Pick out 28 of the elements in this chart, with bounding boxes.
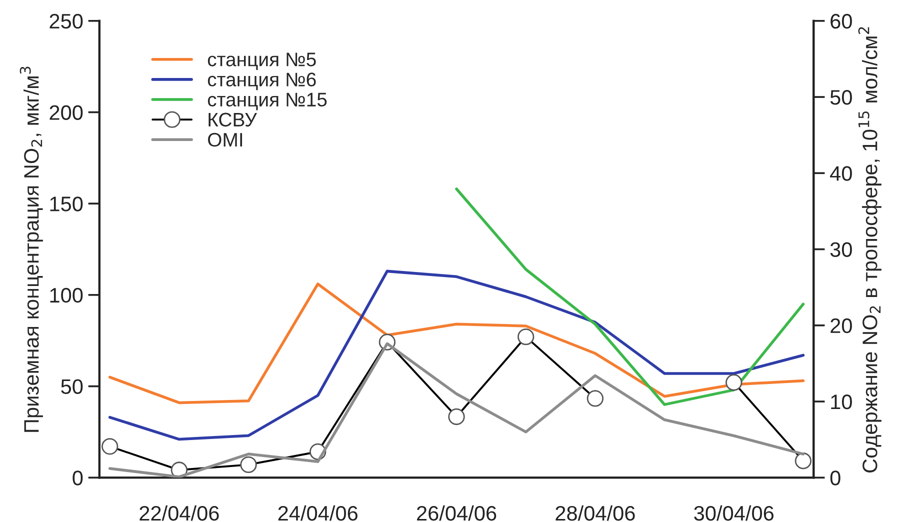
y2-tick-label: 40 <box>830 166 852 181</box>
y2-tick-label: 20 <box>830 318 852 334</box>
y-tick-label: 250 <box>50 14 83 29</box>
legend-label: станция №15 <box>208 92 327 110</box>
x-tick-label: 26/04/06 <box>417 505 496 521</box>
y2-axis-title: Содержание NO$_{2}$ в тропосфере, 10$^{15}$ мол/см$^{2}$ <box>858 27 882 472</box>
legend-label: станция №6 <box>208 72 316 90</box>
y-axis-title: Приземная концентрация NO$_{2}$, мкг/м$^{3}$ <box>20 66 43 432</box>
x-tick-label: 22/04/06 <box>140 505 219 521</box>
y-tick-label: 0 <box>72 470 83 486</box>
legend-label: КСВУ <box>208 112 258 127</box>
line-series <box>108 282 805 404</box>
y2-tick-label: 60 <box>830 14 852 29</box>
x-tick-label: 28/04/06 <box>556 505 635 521</box>
y-tick-label: 200 <box>50 105 83 120</box>
y2-tick-label: 30 <box>830 242 852 258</box>
y-tick-label: 150 <box>50 196 83 212</box>
legend-label: станция №5 <box>208 52 316 70</box>
legend-label: OMI <box>208 132 242 147</box>
x-tick-label: 30/04/06 <box>694 505 774 521</box>
y-tick-label: 50 <box>61 379 83 394</box>
y2-tick-label: 0 <box>830 470 840 486</box>
line-series <box>455 188 805 406</box>
y2-tick-label: 50 <box>830 90 852 105</box>
y-tick-label: 100 <box>50 288 83 303</box>
y2-tick-label: 10 <box>831 394 852 410</box>
line-series <box>108 270 805 441</box>
x-tick-label: 24/04/06 <box>278 505 358 521</box>
